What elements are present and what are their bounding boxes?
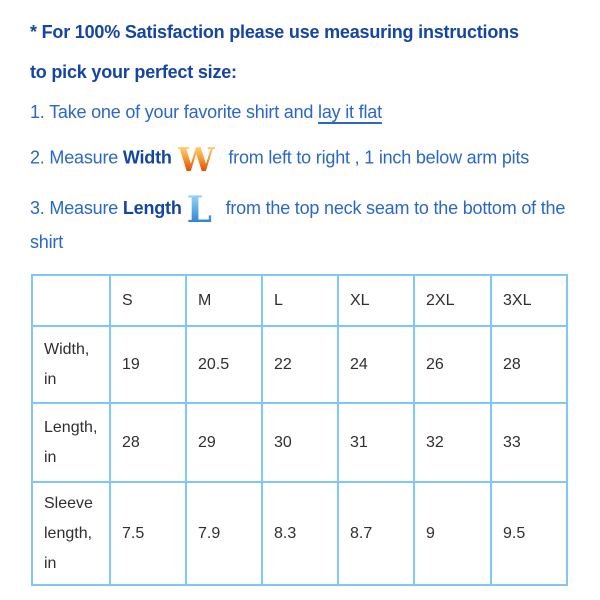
step-2-text: 2. Measure	[30, 147, 123, 168]
instruction-step-2: 2. Measure Width W from left to right , 1…	[30, 140, 585, 179]
heading-line-2: to pick your perfect size:	[30, 62, 237, 82]
step-3-rest: from the top neck seam to the bottom of …	[30, 197, 566, 252]
step-3-text: 3. Measure	[30, 197, 123, 218]
length-value-3xl: 33	[490, 402, 568, 483]
length-value-s: 28	[109, 402, 187, 483]
heading-line-1: * For 100% Satisfaction please use measu…	[30, 22, 519, 42]
width-w-icon: W	[177, 140, 215, 179]
width-value-xl: 24	[337, 325, 415, 404]
sleeve-value-s: 7.5	[109, 481, 187, 586]
length-value-l: 30	[261, 402, 339, 483]
header-cell-3xl: 3XL	[490, 274, 568, 327]
step-1-text: 1. Take one of your favorite shirt and	[30, 102, 319, 122]
instruction-step-3: 3. Measure Length L from the top neck sea…	[30, 191, 585, 258]
sleeve-value-2xl: 9	[413, 481, 492, 586]
table-row-width: Width, in 19 20.5 22 24 26 28	[31, 325, 568, 404]
row-label-length: Length, in	[31, 402, 111, 483]
header-cell-empty	[31, 274, 111, 327]
sleeve-value-l: 8.3	[261, 481, 339, 586]
width-value-l: 22	[261, 325, 339, 404]
width-value-2xl: 26	[413, 325, 492, 404]
lay-it-flat-link[interactable]: lay it flat	[318, 102, 382, 122]
satisfaction-heading: * For 100% Satisfaction please use measu…	[30, 12, 585, 92]
sleeve-value-3xl: 9.5	[490, 481, 568, 586]
table-row-length: Length, in 28 29 30 31 32 33	[31, 402, 568, 483]
width-value-m: 20.5	[185, 325, 263, 404]
table-row-sleeve-length: Sleeve length, in 7.5 7.9 8.3 8.7 9 9.5	[31, 481, 568, 586]
step-3-bold-length: Length	[122, 197, 182, 218]
length-l-icon: L	[186, 189, 212, 231]
header-cell-m: M	[185, 274, 263, 327]
header-cell-xl: XL	[337, 274, 415, 327]
row-label-sleeve-length: Sleeve length, in	[31, 481, 111, 586]
step-2-bold-width: Width	[122, 147, 172, 168]
instruction-step-1: 1. Take one of your favorite shirt and l…	[30, 99, 585, 125]
step-2-rest: from left to right , 1 inch below arm pi…	[223, 147, 530, 168]
length-value-2xl: 32	[413, 402, 492, 483]
sleeve-value-xl: 8.7	[337, 481, 415, 586]
size-chart-table: S M L XL 2XL 3XL Width, in 19 20.5 22 24…	[31, 274, 568, 586]
width-value-s: 19	[109, 325, 187, 404]
sleeve-value-m: 7.9	[185, 481, 263, 586]
length-value-xl: 31	[337, 402, 415, 483]
header-cell-s: S	[109, 274, 187, 327]
table-header-row: S M L XL 2XL 3XL	[31, 274, 568, 327]
header-cell-l: L	[261, 274, 339, 327]
header-cell-2xl: 2XL	[413, 274, 492, 327]
width-value-3xl: 28	[490, 325, 568, 404]
length-value-m: 29	[185, 402, 263, 483]
row-label-width: Width, in	[31, 325, 111, 404]
size-guide-page: * For 100% Satisfaction please use measu…	[30, 12, 585, 586]
